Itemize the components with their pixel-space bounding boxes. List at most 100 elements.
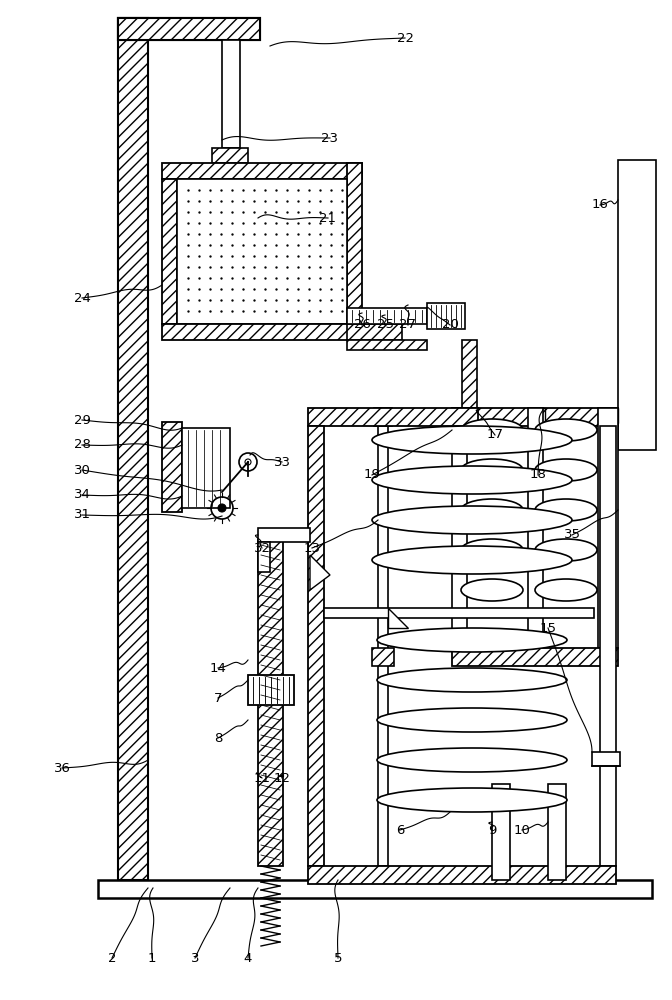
Bar: [162, 422, 182, 512]
Bar: [118, 18, 148, 880]
Text: 19: 19: [364, 468, 380, 482]
Ellipse shape: [372, 466, 572, 494]
Text: 24: 24: [73, 292, 91, 304]
Bar: [598, 408, 618, 648]
Bar: [452, 408, 467, 648]
Ellipse shape: [461, 459, 523, 481]
Bar: [600, 426, 616, 866]
Bar: [162, 179, 177, 324]
Bar: [324, 608, 594, 618]
Text: 6: 6: [396, 824, 404, 836]
Bar: [592, 752, 620, 766]
Bar: [308, 426, 324, 866]
Text: 15: 15: [540, 621, 556, 635]
Text: 17: 17: [487, 428, 503, 442]
Text: 33: 33: [274, 456, 290, 468]
Text: 21: 21: [319, 212, 337, 225]
Text: 25: 25: [376, 318, 394, 332]
Text: 1: 1: [148, 952, 157, 964]
Text: 16: 16: [591, 198, 608, 212]
Bar: [162, 163, 362, 179]
Text: 35: 35: [564, 528, 581, 542]
Bar: [452, 408, 618, 426]
Bar: [177, 179, 347, 324]
Text: 3: 3: [191, 952, 200, 964]
Text: 2: 2: [108, 952, 116, 964]
Bar: [452, 408, 467, 423]
Bar: [258, 540, 283, 866]
Bar: [598, 408, 618, 423]
Bar: [258, 528, 310, 542]
Bar: [222, 40, 240, 148]
Bar: [248, 675, 294, 705]
Bar: [528, 408, 543, 648]
Bar: [427, 303, 465, 329]
Text: 30: 30: [73, 464, 91, 477]
Text: 9: 9: [488, 824, 496, 836]
Bar: [530, 408, 545, 423]
Text: 10: 10: [513, 824, 530, 836]
Bar: [452, 648, 618, 666]
Bar: [347, 163, 362, 324]
Bar: [98, 880, 652, 898]
Text: 22: 22: [396, 31, 413, 44]
Ellipse shape: [535, 459, 597, 481]
Ellipse shape: [461, 579, 523, 601]
Text: 32: 32: [253, 542, 271, 554]
Ellipse shape: [461, 419, 523, 441]
Text: 8: 8: [214, 732, 222, 744]
Circle shape: [218, 504, 226, 512]
Ellipse shape: [372, 426, 572, 454]
Ellipse shape: [461, 499, 523, 521]
Text: 34: 34: [73, 488, 91, 502]
Polygon shape: [388, 608, 408, 628]
Bar: [378, 426, 388, 866]
Ellipse shape: [535, 579, 597, 601]
Text: 26: 26: [353, 318, 370, 332]
Bar: [212, 148, 248, 163]
Bar: [162, 324, 362, 340]
Text: 14: 14: [210, 662, 226, 674]
Polygon shape: [310, 555, 330, 590]
Bar: [118, 18, 260, 40]
Ellipse shape: [377, 708, 567, 732]
Bar: [347, 340, 427, 350]
Text: 5: 5: [334, 952, 342, 964]
Bar: [548, 784, 566, 880]
Bar: [182, 428, 230, 508]
Ellipse shape: [372, 546, 572, 574]
Bar: [374, 408, 392, 426]
Bar: [618, 160, 656, 450]
Ellipse shape: [535, 419, 597, 441]
Ellipse shape: [535, 499, 597, 521]
Text: 31: 31: [73, 508, 91, 522]
Text: 7: 7: [214, 692, 222, 704]
Bar: [462, 340, 477, 410]
Ellipse shape: [377, 788, 567, 812]
Text: 12: 12: [274, 772, 290, 784]
Bar: [118, 18, 260, 40]
Bar: [308, 408, 478, 426]
Ellipse shape: [377, 748, 567, 772]
Text: 20: 20: [442, 318, 458, 332]
Ellipse shape: [535, 539, 597, 561]
Text: 28: 28: [73, 438, 91, 452]
Text: 4: 4: [244, 952, 252, 964]
Ellipse shape: [377, 668, 567, 692]
Bar: [347, 324, 402, 340]
Text: 27: 27: [399, 318, 417, 332]
Ellipse shape: [372, 506, 572, 534]
Ellipse shape: [461, 539, 523, 561]
Text: 23: 23: [321, 131, 339, 144]
Bar: [372, 648, 394, 666]
Bar: [258, 542, 270, 572]
Text: 11: 11: [253, 772, 271, 784]
Bar: [308, 866, 616, 884]
Text: 29: 29: [73, 414, 91, 426]
Bar: [492, 784, 510, 880]
Text: 18: 18: [530, 468, 546, 482]
Text: 36: 36: [54, 762, 71, 774]
Text: 13: 13: [304, 542, 321, 554]
Ellipse shape: [377, 628, 567, 652]
Bar: [347, 308, 427, 324]
